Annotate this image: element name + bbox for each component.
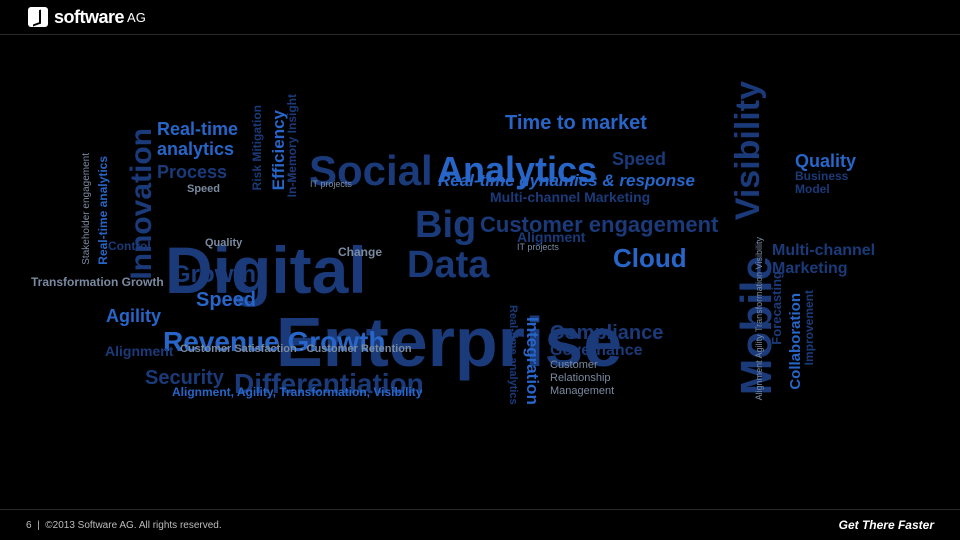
word-agility: Agility <box>106 307 161 325</box>
word-quality: Quality <box>205 238 242 249</box>
footer: 6 | ©2013 Software AG. All rights reserv… <box>0 509 960 540</box>
word-business: Business <box>795 170 848 182</box>
word-innovation: Innovation <box>127 128 157 280</box>
word-data: Data <box>407 246 489 284</box>
word-alignment-agility-transformati: Alignment, Agility, Transformation, Visi… <box>172 386 422 398</box>
word-big: Big <box>415 206 476 244</box>
word-alignment: Alignment <box>105 344 173 358</box>
word-alignment-agility-transformati: Alignment Agility Transformation Visibil… <box>755 237 764 400</box>
word-speed: Speed <box>612 150 666 168</box>
word-customer: Customer <box>550 360 598 371</box>
word-customer-engagement: Customer engagement <box>480 214 718 236</box>
word-speed: Speed <box>196 290 256 310</box>
word-real-time-analytics: Real-time analytics <box>507 305 518 405</box>
word-marketing: Marketing <box>772 261 848 277</box>
word-multi-channel: Multi-channel <box>772 243 875 259</box>
word-compliance: Compliance <box>550 323 663 343</box>
word-analytics: analytics <box>157 140 234 158</box>
page-number: 6 <box>26 520 32 531</box>
header: software AG <box>0 0 960 34</box>
word-transformation-growth: Transformation Growth <box>31 276 164 288</box>
word-governance: Governance <box>550 343 642 359</box>
word-cloud: Stakeholder engagement Real-time analytic… <box>0 60 960 506</box>
brand-suffix: AG <box>127 10 146 25</box>
header-rule <box>0 34 960 35</box>
word-stakeholder-engagement: Stakeholder engagement <box>82 153 92 265</box>
word-change: Change <box>338 246 382 258</box>
word-integration: Integration <box>524 317 541 405</box>
word-quality: Quality <box>795 152 856 170</box>
word-it-projects: IT projects <box>517 243 559 252</box>
word-risk-mitigation: Risk Mitigation <box>251 105 263 190</box>
word-multi-channel-marketing: Multi-channel Marketing <box>490 190 650 204</box>
word-control: Control <box>108 240 151 252</box>
word-it-projects: IT projects <box>310 180 352 189</box>
word-management: Management <box>550 386 614 397</box>
word-time-to-market: Time to market <box>505 113 647 133</box>
word-improvement: Improvement <box>803 290 815 365</box>
word-collaboration: Collaboration <box>788 293 803 390</box>
word-cloud: Cloud <box>613 245 687 271</box>
word-forecasting: Forecasting <box>770 271 783 345</box>
word-relationship: Relationship <box>550 373 611 384</box>
word-in-memory-insight: In-Memory Insight <box>286 94 298 197</box>
word-speed: Speed <box>187 184 220 195</box>
copyright: ©2013 Software AG. All rights reserved. <box>45 520 221 531</box>
footer-sep: | <box>34 520 45 531</box>
word-customer-satisfaction-customer: Customer Satisfaction - Customer Retenti… <box>180 344 412 355</box>
word-process: Process <box>157 163 227 181</box>
word-growth: Growth <box>172 263 256 287</box>
word-real-time-dynamics-response: Real-time dynamics & response <box>438 172 695 189</box>
tagline: Get There Faster <box>839 518 934 532</box>
word-visibility: Visibility <box>731 81 765 220</box>
footer-left: 6 | ©2013 Software AG. All rights reserv… <box>26 520 222 531</box>
logo-icon <box>28 7 48 27</box>
word-real-time: Real-time <box>157 120 238 138</box>
word-model: Model <box>795 183 830 195</box>
brand-name: software <box>54 7 124 28</box>
